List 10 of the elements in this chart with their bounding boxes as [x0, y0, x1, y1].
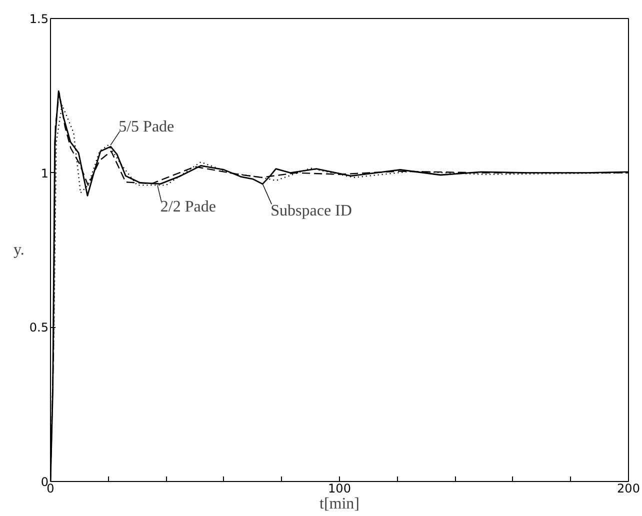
- y-tick-label: 0.5: [29, 320, 49, 335]
- annotation: 2/2 Pade: [160, 198, 216, 216]
- y-tick-label: 1: [40, 166, 49, 180]
- annotation: 5/5 Pade: [118, 118, 174, 136]
- x-tick-label: 200: [617, 482, 640, 496]
- x-tick-label: 100: [328, 482, 351, 496]
- y-tick-label: 1.5: [29, 12, 49, 26]
- y-axis-title: y.: [13, 242, 24, 258]
- annotation: Subspace ID: [270, 202, 352, 220]
- x-axis-title: t[min]: [320, 496, 360, 512]
